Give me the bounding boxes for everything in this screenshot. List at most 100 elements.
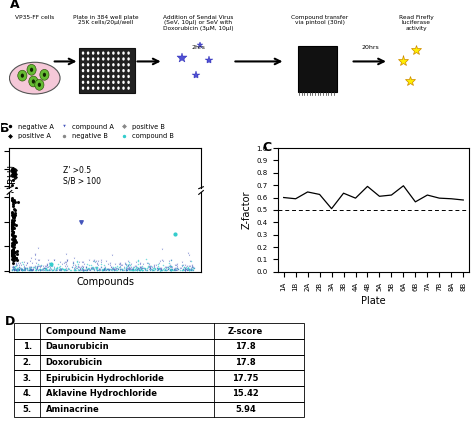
Point — [83, 266, 91, 273]
Point — [75, 267, 82, 274]
Point — [150, 200, 158, 207]
Point — [109, 200, 117, 207]
Point — [11, 167, 18, 174]
Point — [21, 200, 28, 207]
Point — [132, 200, 139, 207]
Point — [12, 266, 19, 273]
Point — [80, 266, 88, 273]
Point — [10, 200, 18, 207]
Point — [129, 200, 137, 207]
Point — [109, 200, 117, 207]
Point — [15, 264, 23, 271]
Point — [80, 200, 87, 207]
Point — [12, 265, 19, 272]
Point — [85, 262, 93, 269]
Point — [85, 266, 92, 273]
Point — [51, 266, 58, 273]
Point — [8, 194, 16, 201]
Point — [185, 200, 193, 207]
Point — [9, 239, 17, 246]
Point — [185, 266, 192, 273]
Point — [10, 225, 18, 232]
Point — [158, 200, 165, 207]
Point — [10, 197, 18, 204]
Point — [44, 261, 51, 268]
Point — [70, 261, 77, 268]
Point — [173, 266, 180, 273]
Point — [135, 267, 143, 274]
Point — [10, 257, 18, 264]
Point — [9, 197, 17, 204]
Point — [27, 200, 35, 207]
Point — [97, 257, 104, 264]
Point — [136, 260, 144, 267]
Ellipse shape — [87, 81, 90, 84]
Point — [103, 200, 110, 207]
Point — [131, 263, 139, 270]
Point — [111, 266, 118, 273]
Point — [27, 267, 35, 274]
Point — [52, 200, 60, 207]
Point — [45, 266, 52, 273]
Point — [184, 264, 192, 271]
Point — [9, 220, 16, 227]
Point — [180, 267, 188, 274]
Point — [15, 264, 23, 271]
Point — [25, 200, 33, 207]
Point — [127, 264, 134, 271]
Point — [184, 265, 191, 272]
Point — [10, 200, 18, 207]
Point — [98, 267, 106, 274]
Point — [27, 200, 35, 207]
Point — [161, 200, 169, 207]
Point — [126, 263, 133, 270]
Point — [57, 265, 64, 272]
Point — [10, 253, 18, 260]
Point — [9, 199, 17, 206]
Point — [64, 199, 71, 206]
Ellipse shape — [117, 69, 120, 72]
Point — [43, 200, 51, 207]
Ellipse shape — [102, 75, 105, 78]
Point — [183, 200, 191, 207]
Point — [111, 265, 118, 272]
Point — [133, 200, 140, 207]
Point — [93, 266, 101, 273]
Point — [93, 260, 101, 267]
Point — [121, 261, 129, 268]
Point — [115, 199, 122, 206]
Point — [10, 253, 18, 260]
Point — [9, 256, 17, 263]
Point — [98, 266, 106, 273]
Point — [90, 266, 97, 273]
Point — [9, 229, 17, 236]
Point — [73, 200, 81, 207]
Point — [39, 200, 46, 207]
Point — [10, 212, 18, 219]
Text: B: B — [0, 122, 9, 135]
Point — [185, 267, 192, 274]
Point — [71, 266, 78, 273]
Point — [20, 200, 27, 207]
Point — [102, 266, 109, 273]
Point — [10, 200, 18, 207]
Point — [56, 200, 64, 207]
Point — [87, 200, 95, 207]
Point — [171, 200, 178, 207]
Point — [71, 261, 79, 268]
Point — [28, 200, 36, 207]
Point — [29, 266, 36, 273]
Point — [14, 260, 21, 266]
Point — [10, 267, 18, 274]
Point — [74, 200, 82, 207]
Point — [18, 267, 26, 274]
Point — [124, 199, 132, 206]
Point — [26, 200, 33, 207]
Ellipse shape — [128, 86, 130, 90]
Point — [55, 200, 63, 207]
Point — [170, 200, 178, 207]
Point — [150, 200, 158, 207]
Point — [105, 200, 113, 207]
Point — [75, 259, 83, 266]
Point — [9, 172, 16, 179]
